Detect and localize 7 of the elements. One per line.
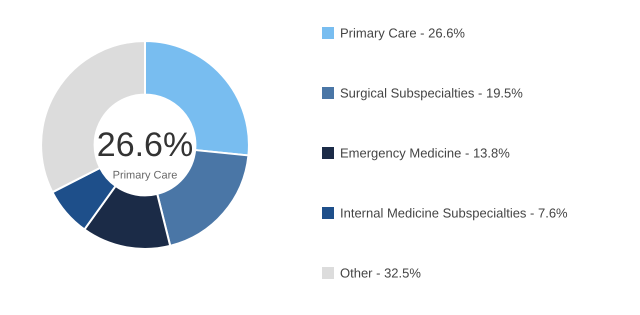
legend-label: Internal Medicine Subspecialties - 7.6% (340, 206, 568, 220)
legend-label: Primary Care - 26.6% (340, 26, 466, 40)
text: 26.6% (96, 126, 194, 164)
legend-label: Other - 32.5% (340, 266, 422, 280)
text: Primary Care (112, 170, 178, 182)
legend-label: Emergency Medicine - 13.8% (340, 146, 510, 160)
legend-label: Surgical Subspecialties - 19.5% (340, 86, 524, 100)
